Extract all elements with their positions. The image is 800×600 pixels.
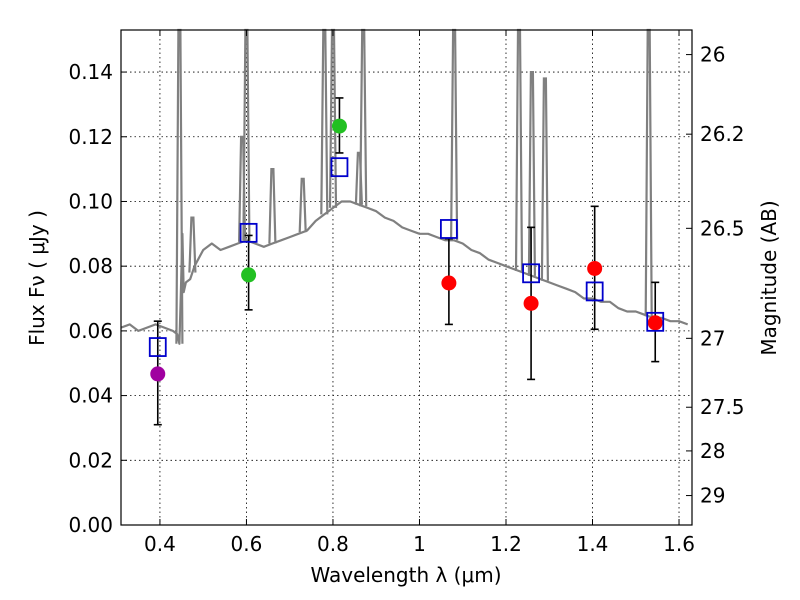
y-tick-label: 0.06 xyxy=(68,319,113,343)
y-tick-label: 0.04 xyxy=(68,384,113,408)
model-square xyxy=(330,157,349,178)
observed-point xyxy=(150,366,166,382)
plot-background xyxy=(121,30,692,525)
x-tick-label: 1.2 xyxy=(490,532,522,556)
y2-tick-label: 27.5 xyxy=(700,395,745,419)
observed-point xyxy=(241,267,257,283)
y-tick-label: 0.02 xyxy=(68,448,113,472)
observed-point xyxy=(587,260,603,276)
y-tick-label: 0.12 xyxy=(68,125,113,149)
x-tick-labels: 0.4 0.6 0.8 1 1.2 1.4 1.6 xyxy=(144,532,695,556)
emission-line xyxy=(540,77,549,281)
x-axis-label: Wavelength λ (μm) xyxy=(310,563,501,587)
x-tick-label: 0.4 xyxy=(144,532,176,556)
model-square xyxy=(585,281,604,302)
spectrum-line xyxy=(120,200,689,345)
x-tick-label: 0.8 xyxy=(317,532,349,556)
y2-tick-label: 29 xyxy=(700,484,725,508)
x-tick-label: 1.6 xyxy=(663,532,695,556)
y2-axis-label: Magnitude (AB) xyxy=(757,200,781,355)
y-tick-label: 0.00 xyxy=(68,513,113,537)
y-tick-label: 0.08 xyxy=(68,254,113,278)
emission-line xyxy=(188,216,197,273)
emission-line xyxy=(298,177,307,233)
x-tick-label: 0.6 xyxy=(231,532,263,556)
y2-tick-label: 26 xyxy=(700,43,725,67)
observed-point xyxy=(647,315,663,331)
y2-tick-label: 26.5 xyxy=(700,216,745,240)
model-squares xyxy=(148,157,665,357)
y2-tick-label: 26.2 xyxy=(700,122,745,146)
x-tick-label: 1.4 xyxy=(577,532,609,556)
observed-point xyxy=(331,118,347,134)
ticks xyxy=(121,30,692,526)
model-square xyxy=(439,219,458,239)
y2-tick-labels: 26 26.2 26.5 27 27.5 28 29 xyxy=(700,43,745,508)
y2-tick-label: 27 xyxy=(700,326,725,350)
observed-points xyxy=(150,118,663,382)
y-tick-labels: 0.00 0.02 0.04 0.06 0.08 0.10 0.12 0.14 xyxy=(68,60,113,537)
y2-tick-label: 28 xyxy=(700,439,725,463)
y-tick-label: 0.10 xyxy=(68,189,113,213)
model-square xyxy=(522,263,540,284)
observed-point xyxy=(441,275,457,291)
model-square xyxy=(148,337,167,357)
emission-line xyxy=(527,71,536,276)
model-square xyxy=(646,311,665,332)
plot-frame xyxy=(120,29,693,526)
observed-point xyxy=(523,295,539,311)
y-tick-label: 0.14 xyxy=(68,60,113,84)
model-square xyxy=(239,222,258,243)
y-axis-label: Flux Fν ( μJy ) xyxy=(25,210,49,346)
emission-line xyxy=(268,168,277,244)
x-tick-label: 1 xyxy=(413,532,426,556)
